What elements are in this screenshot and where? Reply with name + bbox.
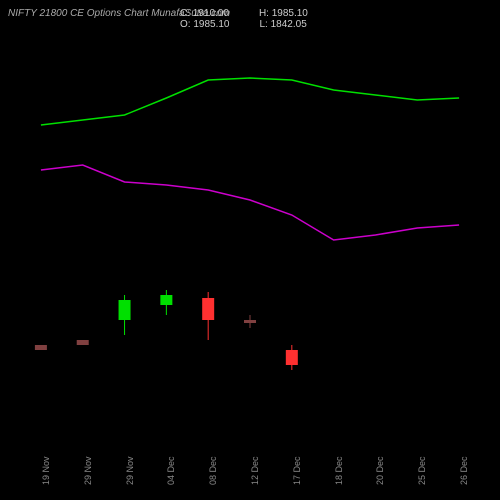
x-tick-label: 20 Dec [375,456,380,485]
chart-svg [20,40,480,420]
chart-area [20,40,480,420]
x-tick-label: 04 Dec [166,456,171,485]
close-value: C: 1910.00 [180,8,229,19]
x-tick-label: 25 Dec [417,456,422,485]
x-tick-label: 29 Nov [125,456,130,485]
x-tick-label: 12 Dec [250,456,255,485]
candle-body [286,350,298,365]
x-tick-label: 18 Dec [334,456,339,485]
x-axis-labels: 19 Nov 29 Nov 29 Nov 04 Dec 08 Dec 12 Dec 17 D… [20,430,480,490]
ohlc-block: C: 1910.00 H: 1985.10 O: 1985.10 L: 1842… [180,8,308,30]
x-tick-label: 19 Nov [41,456,46,485]
x-tick-label: 26 Dec [459,456,464,485]
x-tick-label: 08 Dec [208,456,213,485]
candle-body [35,345,47,350]
candle-body [244,320,256,323]
x-tick-label: 17 Dec [292,456,297,485]
lower-band-line [41,165,459,240]
candle-body [202,298,214,320]
low-value: L: 1842.05 [260,19,307,30]
open-value: O: 1985.10 [180,19,230,30]
upper-band-line [41,78,459,125]
candle-body [119,300,131,320]
candle-body [160,295,172,305]
x-tick-label: 29 Nov [83,456,88,485]
candle-body [77,340,89,345]
high-value: H: 1985.10 [259,8,308,19]
